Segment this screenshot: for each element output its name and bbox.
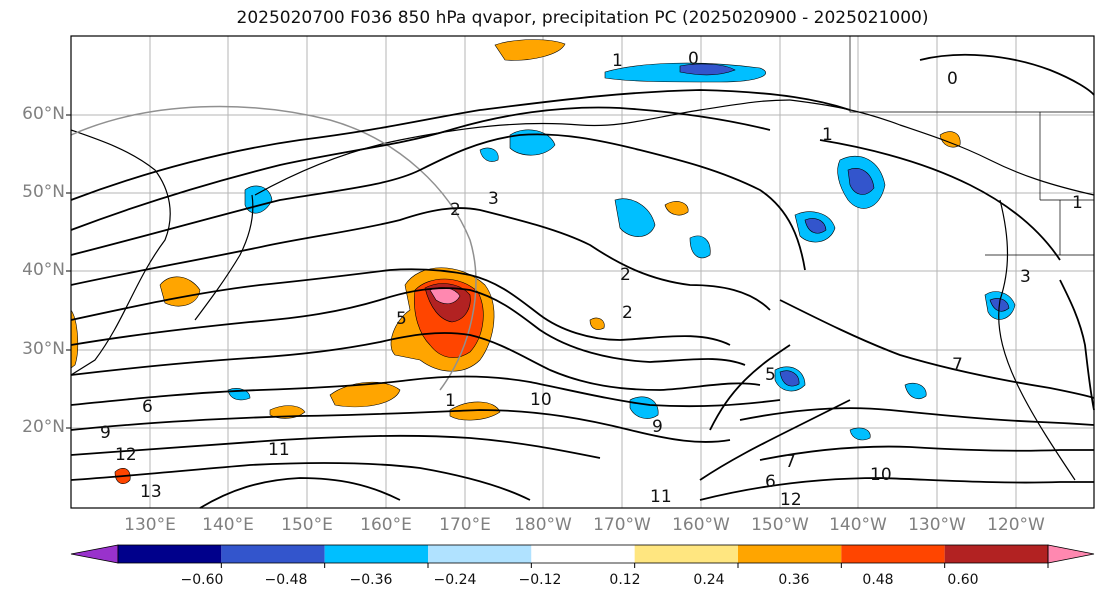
patch-tropic-blue bbox=[849, 427, 871, 441]
lon-label: 120°W bbox=[987, 515, 1045, 535]
colorbar-segment bbox=[118, 545, 222, 563]
contour-label: 10 bbox=[870, 465, 892, 485]
contour-label: 12 bbox=[115, 445, 137, 465]
colorbar-tick-label: 0.48 bbox=[862, 572, 894, 588]
patch-nw-blue bbox=[479, 147, 499, 162]
colorbar bbox=[70, 544, 1095, 568]
colorbar-tick-label: 0.60 bbox=[947, 572, 979, 588]
colorbar-tick-label: 0.12 bbox=[609, 572, 641, 588]
figure-title: 2025020700 F036 850 hPa qvapor, precipit… bbox=[236, 8, 929, 28]
precip-positive-patches bbox=[70, 39, 961, 485]
contour-label: 9 bbox=[100, 423, 111, 443]
contour-label: 1 bbox=[1072, 193, 1083, 213]
asia-coast bbox=[70, 129, 171, 376]
colorbar-segment bbox=[531, 545, 635, 563]
colorbar-extend-min bbox=[70, 544, 119, 564]
lon-label: 150°E bbox=[281, 515, 333, 535]
contour-label: 2 bbox=[620, 265, 631, 285]
contour-label: 0 bbox=[947, 69, 958, 89]
contour-label: 1 bbox=[445, 391, 456, 411]
patch-bering-dark bbox=[679, 63, 736, 76]
contour-label-group: 1 0 0 1 1 2 3 2 2 3 7 6 9 12 13 11 10 9 … bbox=[100, 49, 1083, 510]
colorbar-tick-label: −0.48 bbox=[264, 572, 308, 588]
patch-aleutian-blue bbox=[509, 129, 556, 156]
colorbar-extend-max bbox=[1047, 544, 1095, 564]
patch-mid-blue-2 bbox=[689, 235, 711, 259]
na-west-coast bbox=[998, 199, 1076, 481]
graticule bbox=[71, 36, 1094, 508]
contour-label: 3 bbox=[1020, 267, 1031, 287]
contour-label: 7 bbox=[952, 355, 963, 375]
lon-label: 160°W bbox=[672, 515, 730, 535]
contour-label: 13 bbox=[140, 482, 162, 502]
patch-gulf-dark bbox=[804, 218, 827, 234]
contour-label: 2 bbox=[622, 303, 633, 323]
colorbar-tick-label: 0.36 bbox=[778, 572, 810, 588]
map-border bbox=[70, 35, 1095, 509]
colorbar-segment bbox=[221, 545, 325, 563]
contour-label: 11 bbox=[650, 487, 672, 507]
colorbar-segment bbox=[738, 545, 842, 563]
patch-gulf-orange bbox=[939, 131, 961, 148]
contour-label: 3 bbox=[488, 189, 499, 209]
lat-label: 40°N bbox=[22, 260, 65, 280]
patch-mid-orange bbox=[664, 201, 689, 216]
contour-label: 0 bbox=[688, 49, 699, 69]
contour-label: 5 bbox=[396, 309, 407, 329]
contour-label: 12 bbox=[780, 490, 802, 510]
patch-sub-blue-2 bbox=[904, 382, 927, 399]
colorbar-tick-label: 0.24 bbox=[693, 572, 725, 588]
kuril-aleutian bbox=[254, 99, 791, 196]
colorbar-tick-label: −0.24 bbox=[433, 572, 477, 588]
contour-label: 2 bbox=[450, 200, 461, 220]
lon-label: 140°W bbox=[829, 515, 887, 535]
reference-arc bbox=[70, 105, 477, 391]
contour-label: 10 bbox=[530, 390, 552, 410]
lon-label: 130°W bbox=[908, 515, 966, 535]
contour-label: 5 bbox=[765, 365, 776, 385]
qvapor-contours bbox=[70, 53, 1095, 509]
lon-label: 140°E bbox=[202, 515, 254, 535]
colorbar-segment bbox=[428, 545, 532, 563]
patch-kamchatka-blue bbox=[244, 185, 273, 214]
lon-label: 170°W bbox=[593, 515, 651, 535]
patch-east-dark-1 bbox=[779, 370, 800, 387]
patch-east-orange bbox=[589, 317, 605, 330]
colorbar-border bbox=[117, 544, 1049, 564]
tick-marks bbox=[66, 114, 71, 429]
contour-label: 6 bbox=[142, 397, 153, 417]
lat-label: 60°N bbox=[22, 104, 65, 124]
contour-label: 7 bbox=[785, 452, 796, 472]
patch-mid-blue-1 bbox=[614, 198, 656, 237]
lon-label: 180°W bbox=[514, 515, 572, 535]
contour-label: 11 bbox=[268, 440, 290, 460]
colorbar-segment bbox=[634, 545, 738, 563]
colorbar-segment bbox=[944, 545, 1048, 563]
contour-label: 6 bbox=[765, 472, 776, 492]
patch-north-pacific-orange bbox=[494, 39, 566, 61]
colorbar-tick-label: −0.36 bbox=[349, 572, 393, 588]
colorbar-tick-label: −0.60 bbox=[180, 572, 224, 588]
lon-label: 170°E bbox=[439, 515, 491, 535]
japan bbox=[194, 194, 254, 321]
precip-negative-patches bbox=[227, 62, 1016, 441]
lon-label: 130°E bbox=[124, 515, 176, 535]
lon-label: 150°W bbox=[751, 515, 809, 535]
contour-label: 9 bbox=[652, 417, 663, 437]
colorbar-segment bbox=[841, 545, 945, 563]
colorbar-tick-label: −0.12 bbox=[518, 572, 562, 588]
lon-label: 160°E bbox=[360, 515, 412, 535]
colorbar-segment bbox=[324, 545, 428, 563]
lat-label: 50°N bbox=[22, 182, 65, 202]
state-boundaries bbox=[849, 36, 1094, 256]
contour-label: 1 bbox=[822, 125, 833, 145]
patch-alaska-dark bbox=[847, 168, 875, 195]
lat-label: 30°N bbox=[22, 339, 65, 359]
contour-label: 1 bbox=[612, 51, 623, 71]
lat-label: 20°N bbox=[22, 417, 65, 437]
